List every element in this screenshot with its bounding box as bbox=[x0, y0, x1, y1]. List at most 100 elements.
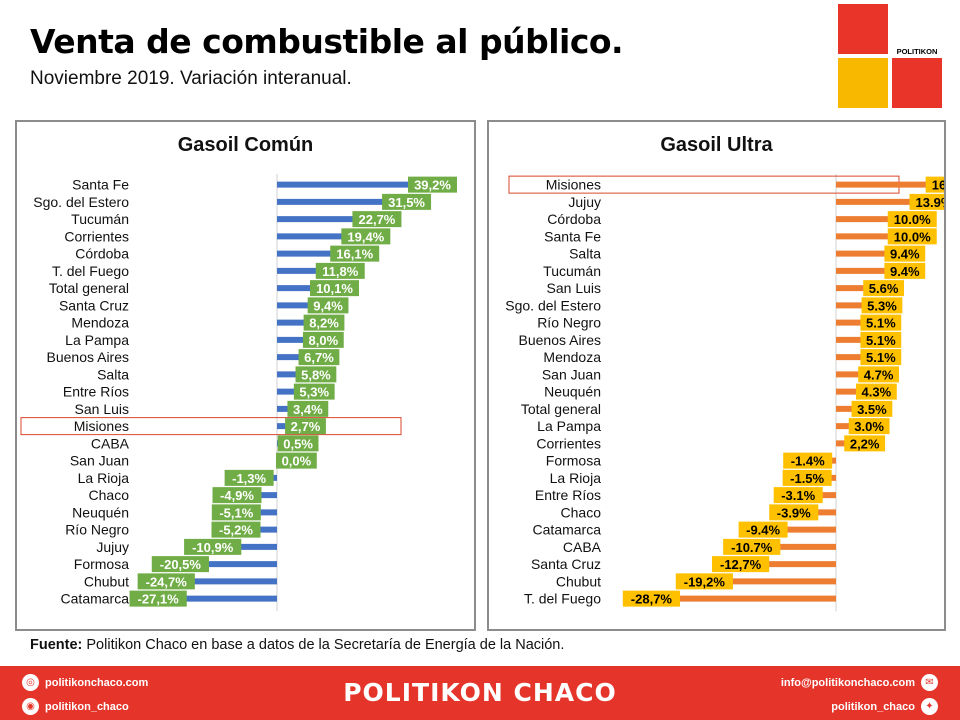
data-label: 8,2% bbox=[309, 316, 339, 331]
bar bbox=[827, 474, 836, 481]
data-label-bg bbox=[723, 538, 781, 555]
highlight-box bbox=[20, 417, 402, 436]
data-label: -10,9% bbox=[192, 540, 234, 555]
bar bbox=[277, 250, 332, 257]
data-label: 2,2% bbox=[850, 436, 880, 451]
footer-website-link[interactable]: ◎ politikonchaco.com bbox=[22, 674, 148, 691]
category-label: Catamarca bbox=[61, 591, 130, 607]
data-label-bg bbox=[738, 521, 788, 538]
category-label: Corrientes bbox=[64, 228, 129, 244]
data-label: 4.3% bbox=[862, 385, 892, 400]
data-label: 0,5% bbox=[283, 436, 313, 451]
data-label-bg bbox=[287, 400, 329, 417]
data-label-bg bbox=[285, 418, 326, 435]
category-label: Misiones bbox=[546, 177, 601, 193]
logo-square-red bbox=[838, 4, 888, 54]
bar bbox=[836, 181, 930, 188]
footer-website-text: politikonchaco.com bbox=[45, 676, 149, 689]
bar bbox=[676, 595, 836, 602]
bar bbox=[259, 509, 277, 516]
data-label-bg bbox=[211, 521, 261, 538]
bar bbox=[836, 319, 865, 326]
category-label: Formosa bbox=[74, 556, 129, 572]
data-label-bg bbox=[330, 245, 380, 262]
category-label: Jujuy bbox=[568, 194, 601, 210]
category-label: Río Negro bbox=[65, 522, 129, 538]
data-label-bg bbox=[184, 538, 242, 555]
bar bbox=[259, 526, 277, 533]
data-label: 5.3% bbox=[867, 298, 897, 313]
category-label: Santa Cruz bbox=[531, 556, 601, 572]
category-label: San Juan bbox=[70, 453, 129, 469]
category-label: CABA bbox=[91, 435, 130, 451]
footer-twitter-link[interactable]: politikon_chaco ✦ bbox=[831, 698, 938, 715]
data-label-bg bbox=[925, 176, 944, 193]
data-label: -20,5% bbox=[160, 557, 202, 572]
category-label: Corrientes bbox=[536, 435, 601, 451]
data-label: 6,7% bbox=[304, 350, 334, 365]
data-label-bg bbox=[303, 314, 345, 331]
bar bbox=[836, 388, 860, 395]
data-label-bg bbox=[341, 228, 391, 245]
data-label-bg bbox=[909, 193, 944, 210]
data-label: 5.1% bbox=[866, 316, 896, 331]
source-text: Politikon Chaco en base a datos de la Se… bbox=[86, 637, 565, 653]
data-label-bg bbox=[675, 573, 733, 590]
data-label-bg bbox=[783, 452, 833, 469]
bar bbox=[277, 388, 295, 395]
bar bbox=[260, 492, 277, 499]
data-label-bg bbox=[277, 435, 319, 452]
page-title: Venta de combustible al público. bbox=[30, 22, 624, 61]
data-label: -4,9% bbox=[220, 488, 254, 503]
source-label: Fuente: bbox=[30, 637, 83, 653]
data-label: -19,2% bbox=[684, 574, 726, 589]
bar bbox=[836, 336, 865, 343]
logo-square-red-2 bbox=[892, 58, 942, 108]
data-label-bg bbox=[863, 280, 905, 297]
category-label: T. del Fuego bbox=[524, 591, 601, 607]
data-label: 8,0% bbox=[309, 333, 339, 348]
bar bbox=[277, 371, 297, 378]
data-label: -1.5% bbox=[790, 471, 824, 486]
data-label-bg bbox=[382, 193, 432, 210]
category-label: Santa Fe bbox=[544, 228, 601, 244]
data-label: 10.0% bbox=[894, 212, 931, 227]
footer-brand: POLITIKON CHACO bbox=[343, 678, 617, 707]
bar bbox=[207, 561, 277, 568]
category-label: T. del Fuego bbox=[52, 263, 129, 279]
footer-instagram-text: politikon_chaco bbox=[45, 700, 129, 713]
data-label-bg bbox=[129, 590, 187, 607]
chart-gasoil-ultra: Misiones 16.8% Jujuy 13.9% Córdoba 10.0% Santa… bbox=[505, 174, 944, 612]
bar bbox=[836, 285, 868, 292]
data-label: -9.4% bbox=[746, 523, 780, 538]
bar bbox=[277, 405, 289, 412]
bar bbox=[776, 543, 836, 550]
category-label: San Luis bbox=[75, 401, 129, 417]
data-label: 10,1% bbox=[316, 281, 353, 296]
footer-instagram-link[interactable]: ◉ politikon_chaco bbox=[22, 698, 129, 715]
bar bbox=[836, 267, 889, 274]
data-label-bg bbox=[211, 504, 261, 521]
bar bbox=[277, 423, 287, 430]
data-label-bg bbox=[782, 469, 832, 486]
category-label: La Rioja bbox=[78, 470, 130, 486]
page-subtitle: Noviembre 2019. Variación interanual. bbox=[30, 68, 352, 89]
data-label-bg bbox=[622, 590, 680, 607]
data-label: 0,0% bbox=[282, 454, 312, 469]
data-label: 9.4% bbox=[890, 264, 920, 279]
data-label: 4.7% bbox=[864, 367, 894, 382]
data-label-bg bbox=[884, 245, 926, 262]
category-label: La Rioja bbox=[550, 470, 602, 486]
data-label: 5.1% bbox=[866, 350, 896, 365]
bar bbox=[836, 405, 856, 412]
data-label: -5,1% bbox=[219, 505, 253, 520]
data-label-bg bbox=[861, 297, 903, 314]
data-label: 13.9% bbox=[916, 195, 944, 210]
footer-email-link[interactable]: info@politikonchaco.com ✉ bbox=[781, 674, 938, 691]
logo-square-yellow bbox=[838, 58, 888, 108]
category-label: La Pampa bbox=[65, 332, 129, 348]
category-label: Río Negro bbox=[537, 315, 601, 331]
category-label: Salta bbox=[569, 246, 601, 262]
category-label: Mendoza bbox=[543, 349, 601, 365]
category-label: Chubut bbox=[84, 573, 129, 589]
